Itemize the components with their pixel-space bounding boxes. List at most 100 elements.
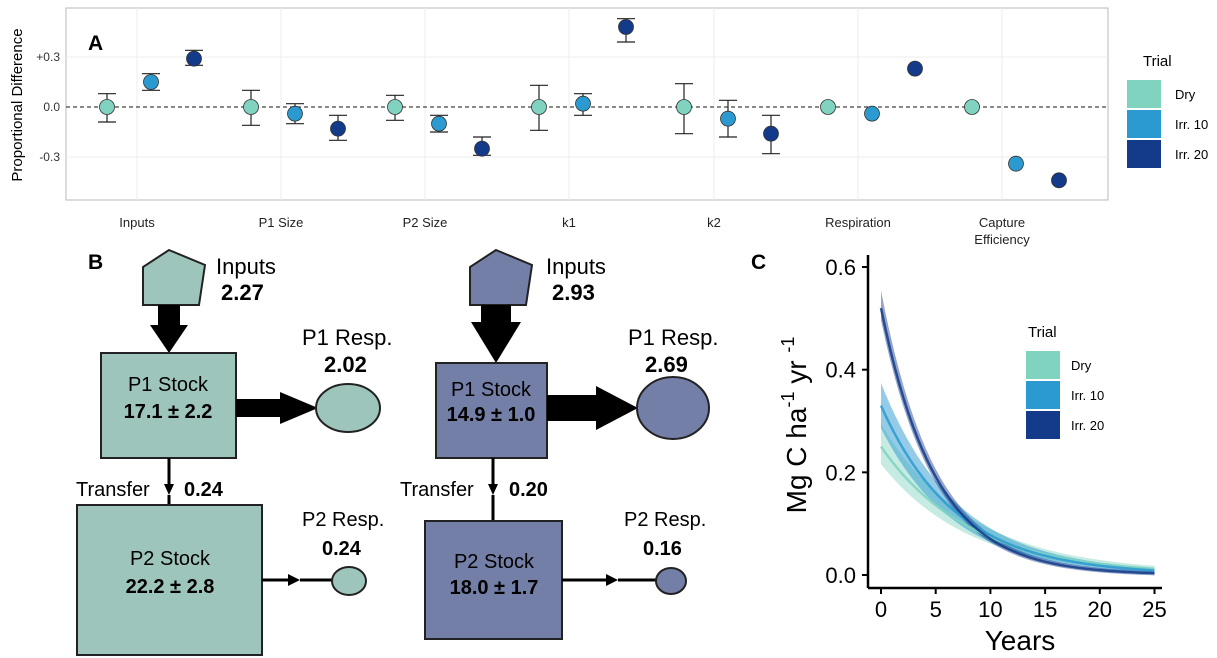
p1-stock-value: 14.9 ± 1.0 [447,404,536,426]
point-irr-10 [1008,155,1024,172]
p2-resp-label: P2 Resp. [624,509,706,531]
panel-c-x-ticks: 0 5 10 15 20 25 [875,588,1167,622]
y-tick-label: -0.3 [39,150,60,164]
x-tick-label: 10 [978,597,1002,622]
point-irr-10 [575,95,591,112]
y-tick-label: 0.2 [825,460,856,485]
panel-c-x-axis-label: Years [985,625,1056,656]
panel-c-y-axis-label: Mg C ha-1 yr -1 [778,337,812,514]
panel-a-x-ticks: Inputs P1 Size P2 Size k1 k2 Respiration Captu… [119,215,1030,247]
panel-c-bands [881,290,1155,576]
panel-a-legend: Trial Dry Irr. 10 Irr. 20 [1127,53,1208,168]
p2-stock-box [424,520,563,640]
legend-label-irr10: Irr. 10 [1175,117,1208,132]
p2-resp-ellipse [331,566,367,596]
x-tick-label-line: Capture [979,215,1025,230]
transfer-label: Transfer [400,479,474,501]
legend-title: Trial [1028,324,1057,341]
transfer-value: 0.20 [509,479,548,501]
legend-label-dry: Dry [1071,358,1092,373]
panel-b-letter: B [88,251,103,274]
x-tick-label-line: Efficiency [974,232,1030,247]
p1-stock-title: P1 Stock [128,374,209,396]
flux-diagram-irrigated: Inputs 2.93 P1 Stock 14.9 ± 1.0 P1 Resp.… [400,248,719,640]
y-tick-label: 0.6 [825,255,856,280]
x-tick-label: 15 [1033,597,1057,622]
p2-stock-title: P2 Stock [454,551,535,573]
legend-label-irr20: Irr. 20 [1071,418,1104,433]
decay-line-irr-10 [879,405,1155,572]
inputs-flux-arrow [471,305,521,363]
transfer-value: 0.24 [184,479,224,501]
point-irr-20 [474,140,490,157]
p1-resp-label: P1 Resp. [302,325,393,350]
legend-swatch-dry [1127,80,1161,108]
panel-c-legend: Trial Dry Irr. 10 Irr. 20 [1026,324,1104,439]
panel-a: +0.3 0.0 -0.3 Inputs P1 Size P2 Size k1 k2 Resp… [9,7,1208,247]
inputs-value: 2.93 [552,280,595,305]
y-tick-label: 0.0 [43,100,60,114]
p2-resp-ellipse [655,567,687,595]
point-dry [964,99,980,115]
p1-stock-value: 17.1 ± 2.2 [124,401,213,423]
p2-stock-title: P2 Stock [130,548,211,570]
inputs-pentagon [469,248,534,306]
point-irr-20 [618,19,634,35]
x-tick-label: 5 [930,597,942,622]
x-tick-label: 25 [1142,597,1166,622]
x-tick-label: 0 [875,597,887,622]
x-tick-label: P1 Size [259,215,304,230]
p1-stock-box [435,362,548,459]
p2-stock-box [76,504,263,656]
x-tick-label: Inputs [119,215,155,230]
p1-resp-flux-arrow [547,386,638,430]
transfer-label: Transfer [76,479,150,501]
panel-c: C 0.00.20.40.6 0 5 10 15 20 25 Years Mg C ha-… [751,251,1167,656]
point-dry [676,99,692,115]
point-irr-20 [186,50,202,67]
point-irr-20 [907,60,923,77]
panel-c-y-ticks: 0.0 0.2 0.4 0.6 [825,255,868,588]
point-irr-10 [720,110,736,127]
point-irr-10 [431,115,447,132]
legend-label-irr10: Irr. 10 [1071,388,1104,403]
inputs-label: Inputs [546,254,606,279]
legend-swatch-irr10 [1127,110,1161,138]
ylabel-exp-2: -1 [778,337,798,353]
ylabel-part-2: yr [781,353,812,392]
point-irr-20 [1051,172,1067,189]
p1-resp-ellipse [315,383,381,433]
point-irr-10 [143,74,159,90]
point-dry [243,99,259,115]
legend-label-dry: Dry [1175,87,1196,102]
p2-resp-arrowhead [606,574,618,586]
point-irr-20 [763,125,779,142]
legend-label-irr20: Irr. 20 [1175,147,1208,162]
y-tick-label: 0.4 [825,358,856,383]
transfer-arrowhead [164,484,174,495]
p1-resp-value: 2.02 [324,352,367,377]
x-tick-label: P2 Size [403,215,448,230]
x-tick-label: k2 [707,215,721,230]
panel-a-y-ticks: +0.3 0.0 -0.3 [36,50,60,164]
inputs-label: Inputs [216,254,276,279]
transfer-arrowhead [488,484,498,495]
x-tick-label: Capture Efficiency [974,215,1030,247]
p2-resp-arrowhead [288,574,300,586]
legend-swatch-dry [1026,351,1060,379]
p1-resp-value: 2.69 [645,352,688,377]
p2-resp-value: 0.24 [322,538,362,560]
legend-swatch-irr20 [1127,140,1161,168]
panel-a-letter: A [88,32,103,55]
x-tick-label: 20 [1088,597,1112,622]
x-tick-label: k1 [562,215,576,230]
inputs-flux-arrow [150,305,188,353]
y-tick-label: 0.0 [825,563,856,588]
legend-title: Trial [1143,53,1172,70]
p1-resp-label: P1 Resp. [628,325,719,350]
p2-stock-value: 18.0 ± 1.7 [450,577,539,599]
x-tick-label: Respiration [825,215,891,230]
legend-swatch-irr20 [1026,411,1060,439]
point-dry [99,99,115,115]
